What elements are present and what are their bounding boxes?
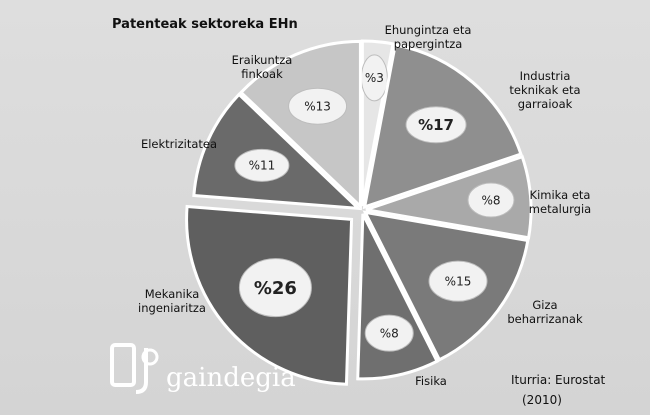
pie-slice-kimika-eta-metalurgia <box>365 154 533 240</box>
data-label-giza-beharrizanak: %15 <box>445 274 472 288</box>
category-label-elektrizitatea: Elektrizitatea <box>141 137 217 151</box>
value-pill-kimika-eta-metalurgia <box>467 182 515 218</box>
logo-wordmark: gaindegia <box>166 363 296 393</box>
category-label-kimika-eta-metalurgia: Kimika eta metalurgia <box>529 188 591 216</box>
value-pill-industria-teknikak-eta-garraioak <box>405 106 467 144</box>
category-label-giza-beharrizanak: Giza beharrizanak <box>507 298 583 326</box>
value-pill-fisika <box>364 314 414 352</box>
pie-slice-eraikuntza-finkoak <box>238 39 362 210</box>
gaindegia-logo: gaindegia <box>110 343 296 394</box>
data-label-elektrizitatea: %11 <box>249 159 276 173</box>
data-label-mekanika-ingeniaritza: %26 <box>254 278 297 299</box>
source-line1: Iturria: Eurostat <box>511 373 606 387</box>
value-pill-mekanika-ingeniaritza <box>238 258 312 318</box>
category-label-mekanika-ingeniaritza: Mekanika ingeniaritza <box>138 287 206 315</box>
data-label-kimika-eta-metalurgia: %8 <box>481 193 500 207</box>
source-line2: (2010) <box>522 393 562 407</box>
data-label-industria-teknikak-eta-garraioak: %17 <box>418 116 454 134</box>
category-label-eraikuntza-finkoak: Eraikuntza finkoak <box>232 53 293 81</box>
value-pill-giza-beharrizanak <box>428 260 488 302</box>
category-label-industria-teknikak-eta-garraioak: Industria teknikak eta garraioak <box>509 69 580 111</box>
logo-mark-o <box>110 343 136 387</box>
logo-mark-j <box>135 348 148 394</box>
data-label-eraikuntza-finkoak: %13 <box>304 100 331 114</box>
data-label-ehungintza-eta-papergintza: %3 <box>365 71 384 85</box>
category-label-ehungintza-eta-papergintza: Ehungintza eta papergintza <box>385 23 472 51</box>
value-pill-eraikuntza-finkoak <box>288 87 348 125</box>
value-pill-elektrizitatea <box>234 148 290 182</box>
pie-slices: %3 %17 %8 %15 %8 %26 %11 %13 <box>185 39 533 386</box>
chart-title: Patenteak sektoreka EHn <box>112 17 298 32</box>
category-label-fisika: Fisika <box>415 374 447 388</box>
pie-labels: Ehungintza eta papergintza Industria teknik… <box>138 23 591 388</box>
data-label-fisika: %8 <box>380 326 399 340</box>
logo-mark-dot <box>141 348 159 366</box>
